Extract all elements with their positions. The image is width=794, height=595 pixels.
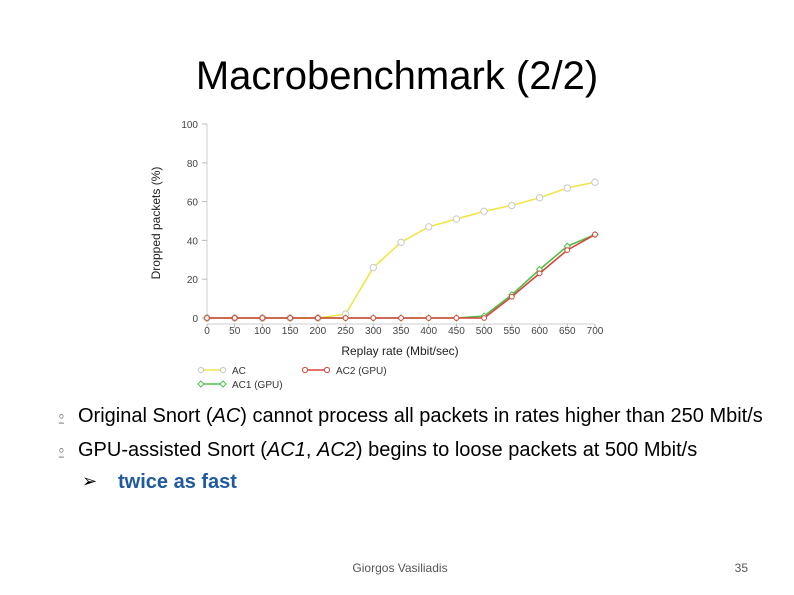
legend-label: AC [232, 366, 246, 377]
series-ac [203, 178, 599, 322]
data-point [398, 315, 404, 321]
y-tick-label: 60 [187, 198, 199, 209]
y-tick-label: 40 [187, 236, 199, 247]
data-point [591, 178, 599, 186]
data-point [369, 263, 377, 272]
data-point [397, 238, 405, 247]
bullet-text: Original Snort ( [78, 405, 213, 427]
y-tick-label: 100 [181, 120, 198, 131]
legend-marker [219, 366, 227, 374]
data-point [535, 194, 544, 202]
data-point [453, 315, 460, 321]
data-point [342, 315, 349, 321]
series-layer [203, 178, 599, 322]
bullet-emphasis: AC2 [316, 439, 356, 461]
bullet-emphasis: AC [212, 405, 241, 427]
data-point [536, 270, 543, 277]
data-point [287, 315, 294, 321]
x-ticks: 0 50 100 150 200 250 300 350 400 450 500 550 600 650 7… [204, 324, 604, 337]
series-ac2-gpu [204, 231, 598, 321]
x-tick-label: 600 [531, 326, 548, 337]
bullet-text: GPU-assisted Snort ( [78, 439, 267, 461]
data-point [370, 315, 377, 321]
data-point [204, 315, 210, 321]
x-tick-label: 650 [559, 326, 576, 337]
y-tick-label: 80 [187, 159, 199, 170]
data-point [425, 223, 433, 231]
sub-bullet-text: twice as fast [118, 471, 237, 493]
y-tick-label: 20 [187, 275, 199, 286]
slide-title: Macrobenchmark (2/2) [195, 54, 599, 98]
x-tick-label: 500 [476, 326, 493, 337]
legend-marker [197, 366, 205, 374]
data-point [425, 315, 432, 321]
x-tick-label: 200 [310, 326, 327, 337]
x-tick-label: 400 [420, 326, 437, 337]
data-point [314, 315, 321, 321]
data-point [259, 315, 266, 321]
legend-item-ac: AC [197, 366, 246, 377]
x-tick-label: 250 [337, 326, 354, 337]
data-point [592, 231, 598, 238]
y-ticks: 0 20 40 60 80 100 [181, 120, 207, 325]
data-point [508, 201, 516, 210]
bullet-text: ) cannot process all packets in rates hi… [240, 405, 763, 427]
legend-marker [197, 380, 205, 388]
data-point [480, 207, 488, 216]
legend-marker [219, 380, 227, 388]
bullet-original-snort: ⍛ Original Snort (AC) cannot process all… [56, 404, 776, 428]
sub-bullet-twice-as-fast: ➢ twice as fast [56, 470, 776, 494]
x-tick-label: 150 [282, 326, 299, 337]
data-point [231, 315, 238, 321]
dropped-packets-chart: 0 20 40 60 80 100 0 50 100 150 200 250 300 350 400 450… [149, 120, 604, 391]
data-point [452, 215, 461, 223]
legend-marker [301, 366, 309, 374]
legend: AC AC1 (GPU) AC2 (GPU) [197, 366, 387, 391]
x-tick-label: 100 [254, 326, 271, 337]
legend-item-ac1-gpu: AC1 (GPU) [197, 380, 283, 391]
x-tick-label: 50 [229, 326, 241, 337]
arrow-bullet-icon: ➢ [82, 471, 98, 492]
bullet-gpu-snort: ⍛ GPU-assisted Snort (AC1, AC2) begins t… [56, 438, 776, 462]
bullet-emphasis: AC1 [266, 439, 306, 461]
data-point [481, 315, 488, 321]
bullet-icon: ⍛ [56, 405, 67, 426]
x-tick-label: 450 [448, 326, 465, 337]
legend-item-ac2-gpu: AC2 (GPU) [301, 366, 387, 377]
legend-label: AC2 (GPU) [336, 366, 387, 377]
data-point [563, 184, 571, 192]
bullet-icon: ⍛ [56, 439, 67, 460]
footer-author: Giorgos Vasiliadis [352, 561, 448, 575]
x-tick-label: 300 [365, 326, 382, 337]
x-tick-label: 350 [393, 326, 410, 337]
bullet-text: ) begins to loose packets at 500 Mbit/s [355, 439, 698, 461]
series-line-ac2-gpu [207, 233, 596, 319]
legend-marker [323, 366, 331, 374]
page-number: 35 [734, 561, 748, 575]
data-point [564, 247, 571, 254]
x-axis-label: Replay rate (Mbit/sec) [341, 344, 458, 358]
bullet-text: , [305, 439, 317, 461]
x-tick-label: 700 [587, 326, 604, 337]
y-axis-label: Dropped packets (%) [149, 167, 163, 280]
y-tick-label: 0 [192, 314, 198, 325]
data-point [508, 293, 515, 300]
series-line-ac [207, 181, 596, 319]
bullet-list: ⍛ Original Snort (AC) cannot process all… [56, 404, 776, 494]
legend-label: AC1 (GPU) [232, 380, 283, 391]
x-tick-label: 0 [204, 326, 210, 337]
x-tick-label: 550 [504, 326, 521, 337]
